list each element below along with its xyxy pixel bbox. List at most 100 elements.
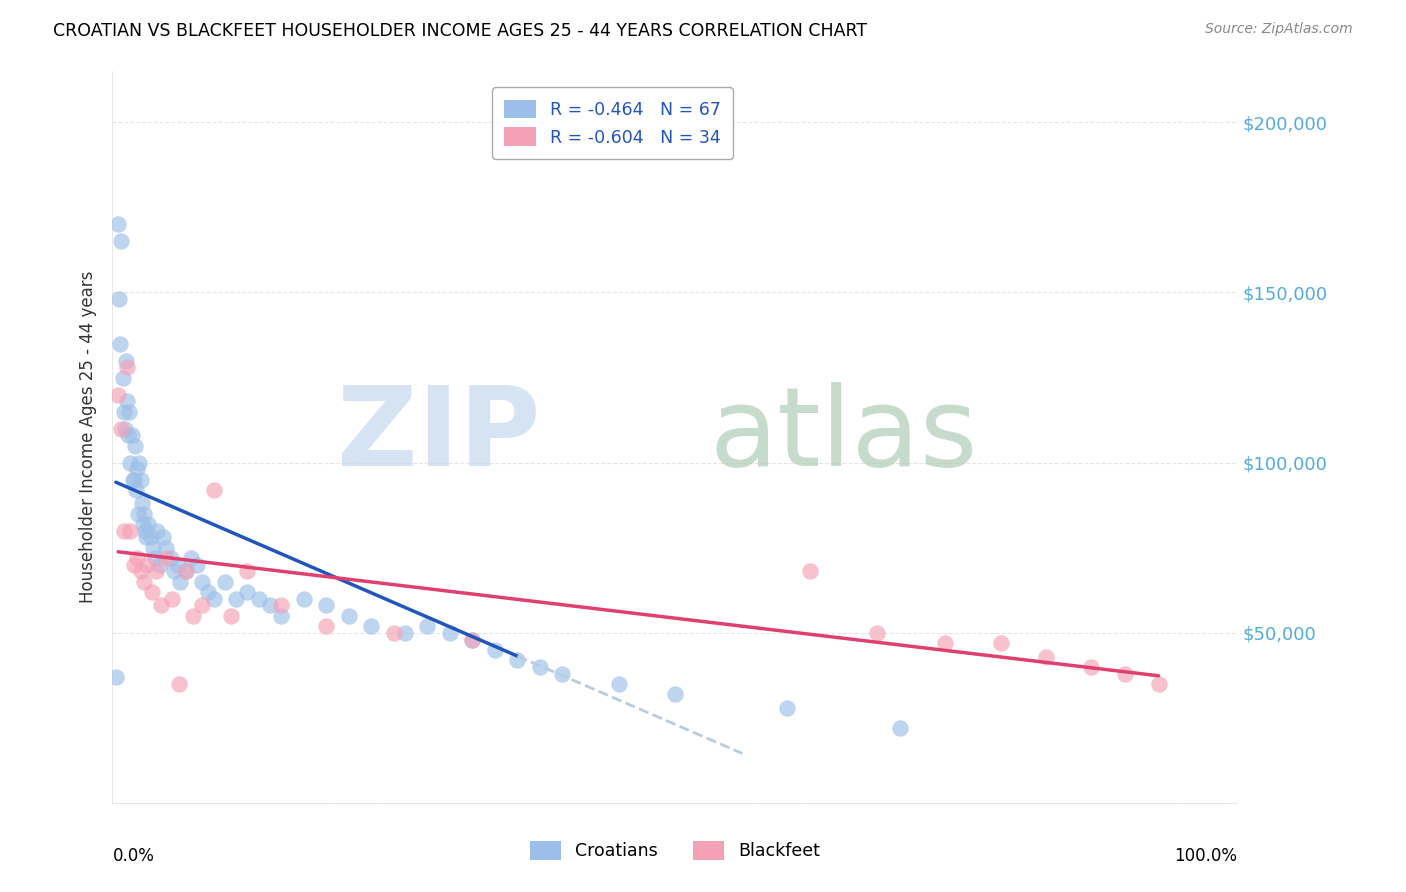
Point [315,599,337,613]
Point [124,439,146,453]
Point [107,218,129,232]
Point [110,421,132,435]
Legend: Croatians, Blackfeet: Croatians, Blackfeet [523,834,827,867]
Point [112,404,135,418]
Text: 0.0%: 0.0% [112,847,155,864]
Point [360,619,382,633]
Point [270,608,292,623]
Point [111,370,134,384]
Point [118,404,141,418]
Point [125,483,148,497]
Point [127,550,149,565]
Point [152,531,174,545]
Point [461,632,484,647]
Point [236,565,259,579]
Point [169,574,191,589]
Point [799,565,821,579]
Point [439,625,461,640]
Point [214,574,236,589]
Point [107,387,129,401]
Point [163,565,186,579]
Point [270,599,292,613]
Point [149,599,172,613]
Point [382,625,405,640]
Point [197,585,219,599]
Point [225,591,247,606]
Point [122,473,145,487]
Point [134,524,156,538]
Point [990,636,1012,650]
Point [117,428,139,442]
Point [145,565,167,579]
Point [155,541,177,555]
Point [132,516,155,531]
Point [394,625,416,640]
Point [236,585,259,599]
Text: CROATIAN VS BLACKFEET HOUSEHOLDER INCOME AGES 25 - 44 YEARS CORRELATION CHART: CROATIAN VS BLACKFEET HOUSEHOLDER INCOME… [53,22,868,40]
Point [664,687,686,701]
Point [202,483,225,497]
Point [146,524,169,538]
Text: Source: ZipAtlas.com: Source: ZipAtlas.com [1205,22,1353,37]
Point [551,666,574,681]
Point [122,558,145,572]
Text: 100.0%: 100.0% [1174,847,1237,864]
Point [247,591,270,606]
Point [174,565,197,579]
Point [115,360,138,375]
Point [416,619,439,633]
Point [138,516,160,531]
Point [191,599,214,613]
Point [155,550,177,565]
Point [129,473,152,487]
Point [121,428,143,442]
Point [292,591,315,606]
Point [110,235,132,249]
Point [337,608,360,623]
Point [104,670,127,684]
Point [115,394,138,409]
Point [202,591,225,606]
Point [149,558,172,572]
Point [607,677,630,691]
Point [315,619,337,633]
Point [108,293,131,307]
Point [120,456,142,470]
Point [128,456,150,470]
Point [186,558,208,572]
Point [934,636,956,650]
Point [1080,659,1102,673]
Point [139,531,162,545]
Point [461,632,484,647]
Point [259,599,281,613]
Point [120,524,142,538]
Point [115,353,138,368]
Point [866,625,889,640]
Point [110,336,132,351]
Y-axis label: Householder Income Ages 25 - 44 years: Householder Income Ages 25 - 44 years [79,271,97,603]
Point [141,585,163,599]
Point [1147,677,1170,691]
Point [143,550,166,565]
Point [191,574,214,589]
Point [135,531,157,545]
Point [131,496,153,510]
Point [132,507,155,521]
Point [776,700,799,714]
Point [132,574,155,589]
Point [506,653,529,667]
Point [889,721,911,735]
Point [1114,666,1136,681]
Point [180,550,202,565]
Point [484,642,506,657]
Point [142,541,165,555]
Point [183,608,205,623]
Point [1035,649,1057,664]
Point [166,558,188,572]
Point [160,591,183,606]
Point [129,565,152,579]
Point [219,608,242,623]
Point [529,659,551,673]
Point [127,462,149,476]
Point [127,507,149,521]
